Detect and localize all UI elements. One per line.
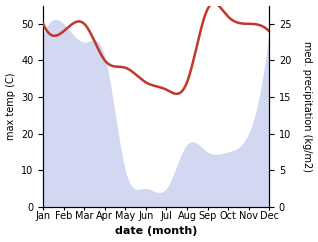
X-axis label: date (month): date (month) bbox=[115, 227, 197, 236]
Y-axis label: med. precipitation (kg/m2): med. precipitation (kg/m2) bbox=[302, 41, 313, 172]
Y-axis label: max temp (C): max temp (C) bbox=[5, 72, 16, 140]
